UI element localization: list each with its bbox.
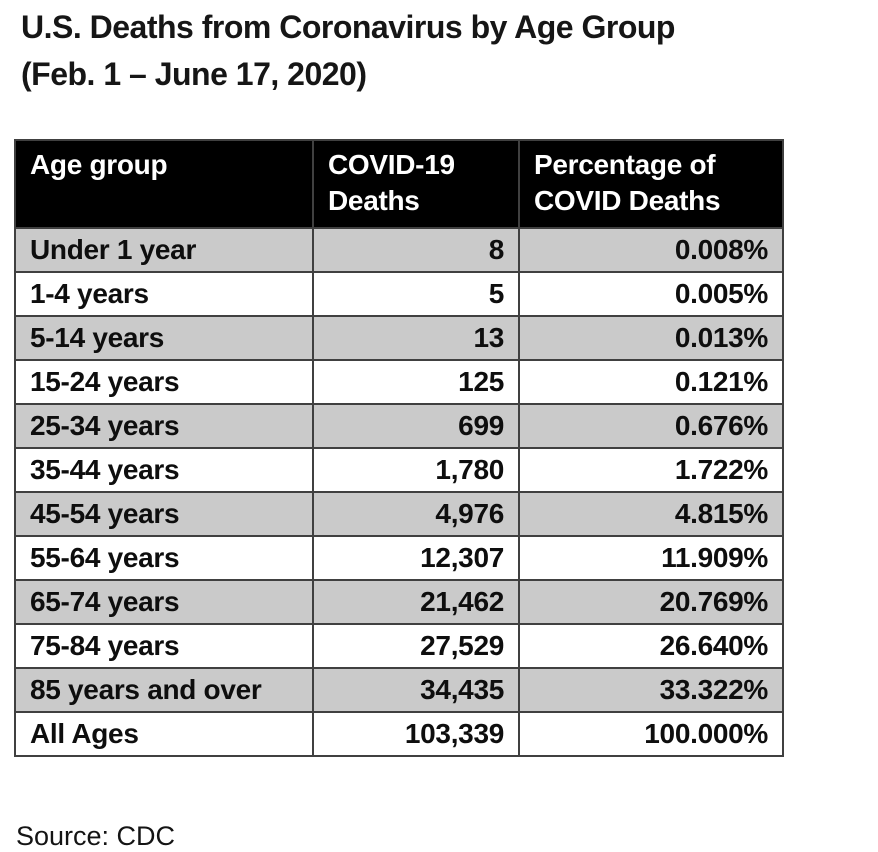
table-row: 35-44 years 1,780 1.722%: [14, 447, 784, 493]
deaths-cell: 27,529: [312, 623, 520, 669]
age-group-cell: 35-44 years: [14, 447, 314, 493]
header-percentage-of-covid-deaths: Percentage of COVID Deaths: [518, 139, 784, 229]
title-line-1: U.S. Deaths from Coronavirus by Age Grou…: [21, 9, 675, 45]
deaths-cell: 34,435: [312, 667, 520, 713]
table-row: 75-84 years 27,529 26.640%: [14, 623, 784, 669]
percentage-cell: 4.815%: [518, 491, 784, 537]
age-group-cell: Under 1 year: [14, 227, 314, 273]
deaths-cell: 103,339: [312, 711, 520, 757]
age-group-cell: 25-34 years: [14, 403, 314, 449]
deaths-cell: 5: [312, 271, 520, 317]
age-group-cell: 75-84 years: [14, 623, 314, 669]
percentage-cell: 0.121%: [518, 359, 784, 405]
table-row: 65-74 years 21,462 20.769%: [14, 579, 784, 625]
percentage-cell: 33.322%: [518, 667, 784, 713]
deaths-cell: 125: [312, 359, 520, 405]
table-row: 55-64 years 12,307 11.909%: [14, 535, 784, 581]
age-group-cell: 45-54 years: [14, 491, 314, 537]
percentage-cell: 0.676%: [518, 403, 784, 449]
percentage-cell: 0.005%: [518, 271, 784, 317]
covid-deaths-by-age-table: Age group COVID-19 Deaths Percentage of …: [14, 139, 784, 757]
table-row: 5-14 years 13 0.013%: [14, 315, 784, 361]
table-row: 1-4 years 5 0.005%: [14, 271, 784, 317]
percentage-cell: 11.909%: [518, 535, 784, 581]
title-line-2: (Feb. 1 – June 17, 2020): [21, 56, 367, 92]
age-group-cell: 15-24 years: [14, 359, 314, 405]
table-row: 15-24 years 125 0.121%: [14, 359, 784, 405]
deaths-cell: 699: [312, 403, 520, 449]
table-row: All Ages 103,339 100.000%: [14, 711, 784, 757]
age-group-cell: 65-74 years: [14, 579, 314, 625]
deaths-cell: 13: [312, 315, 520, 361]
table-row: Under 1 year 8 0.008%: [14, 227, 784, 273]
percentage-cell: 26.640%: [518, 623, 784, 669]
percentage-cell: 0.008%: [518, 227, 784, 273]
header-covid-deaths: COVID-19 Deaths: [312, 139, 520, 229]
percentage-cell: 1.722%: [518, 447, 784, 493]
deaths-cell: 1,780: [312, 447, 520, 493]
deaths-cell: 4,976: [312, 491, 520, 537]
table-header-row: Age group COVID-19 Deaths Percentage of …: [14, 139, 784, 229]
table-row: 25-34 years 699 0.676%: [14, 403, 784, 449]
table-row: 45-54 years 4,976 4.815%: [14, 491, 784, 537]
age-group-cell: All Ages: [14, 711, 314, 757]
source-note: Source: CDC: [16, 821, 176, 851]
deaths-cell: 21,462: [312, 579, 520, 625]
deaths-cell: 12,307: [312, 535, 520, 581]
percentage-cell: 20.769%: [518, 579, 784, 625]
age-group-cell: 1-4 years: [14, 271, 314, 317]
age-group-cell: 5-14 years: [14, 315, 314, 361]
percentage-cell: 0.013%: [518, 315, 784, 361]
percentage-cell: 100.000%: [518, 711, 784, 757]
header-age-group: Age group: [14, 139, 314, 229]
table-row: 85 years and over 34,435 33.322%: [14, 667, 784, 713]
age-group-cell: 85 years and over: [14, 667, 314, 713]
page-title: U.S. Deaths from Coronavirus by Age Grou…: [21, 4, 675, 98]
deaths-cell: 8: [312, 227, 520, 273]
age-group-cell: 55-64 years: [14, 535, 314, 581]
